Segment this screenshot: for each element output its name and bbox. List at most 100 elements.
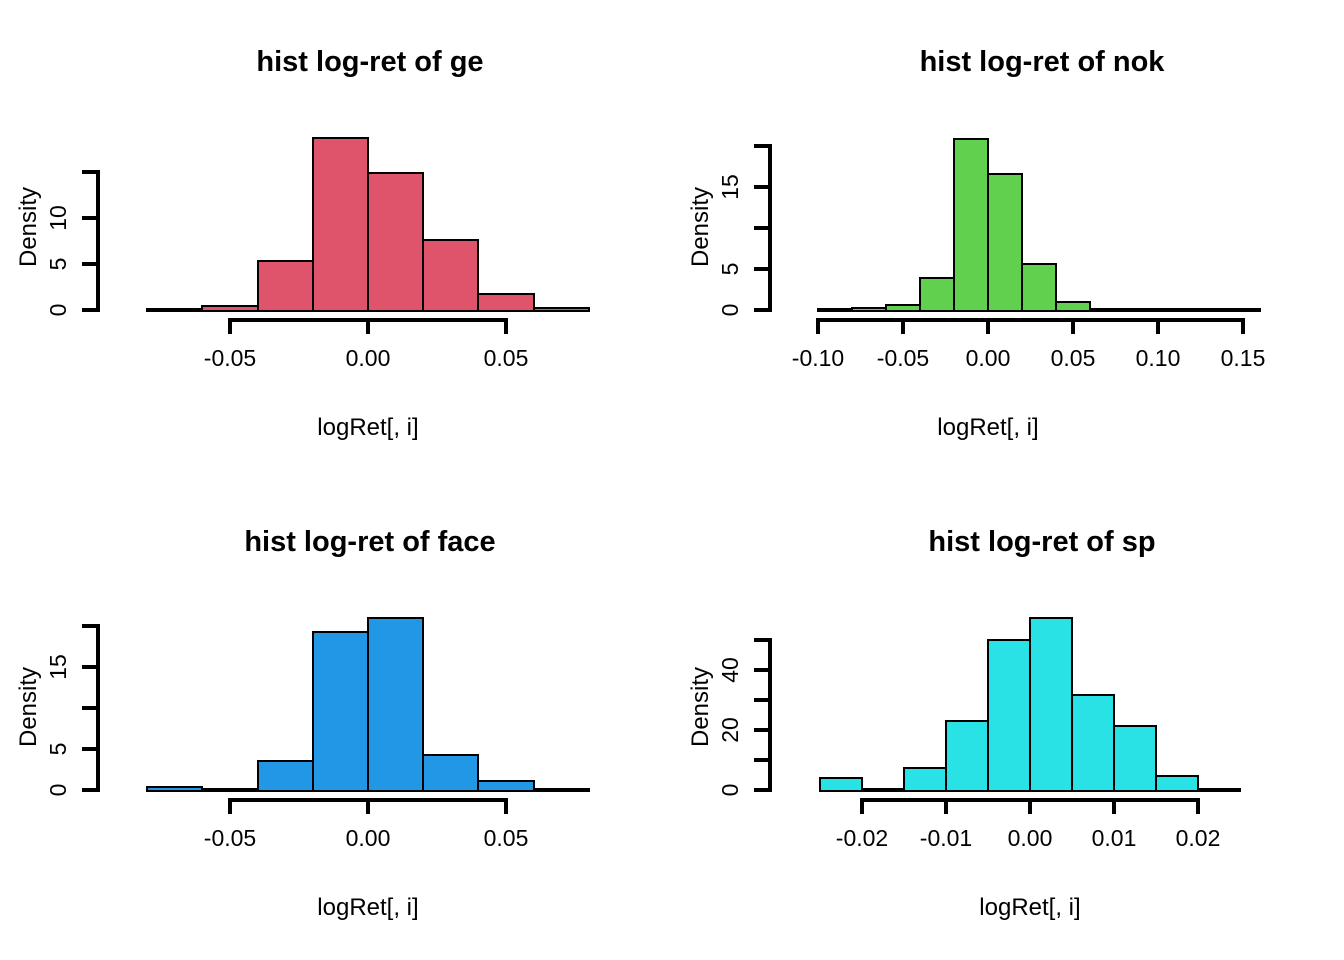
histogram-bar <box>817 308 853 312</box>
histogram-panel-nok: hist log-ret of nok Density logRet[, i] … <box>672 0 1344 480</box>
chart-title: hist log-ret of ge <box>256 46 484 78</box>
x-axis-tick <box>1028 798 1032 814</box>
y-axis-tick <box>754 788 769 792</box>
histogram-bar <box>1225 308 1261 312</box>
x-axis-tick-label: 0.02 <box>1175 825 1221 851</box>
x-axis-tick-label: 0.00 <box>345 345 391 371</box>
histogram-bar <box>885 304 921 312</box>
x-axis-tick-label: -0.01 <box>919 825 973 851</box>
y-axis-tick <box>754 185 769 189</box>
histogram-bar <box>1113 725 1157 792</box>
x-axis-tick <box>1241 318 1245 334</box>
x-axis-tick <box>228 318 232 334</box>
histogram-bar <box>1029 617 1073 792</box>
x-axis-tick <box>1071 318 1075 334</box>
x-axis-tick-label: 0.00 <box>1007 825 1053 851</box>
histogram-bar <box>1071 694 1115 792</box>
chart-title: hist log-ret of face <box>244 526 496 558</box>
x-axis-tick <box>504 318 508 334</box>
x-axis-tick <box>1196 798 1200 814</box>
y-axis-tick-label: 40 <box>717 657 743 683</box>
x-axis-tick-label: 0.05 <box>483 345 529 371</box>
x-axis-tick <box>504 798 508 814</box>
y-axis-tick-label: 20 <box>717 717 743 743</box>
histogram-bar <box>987 173 1023 312</box>
histogram-bar <box>367 172 425 312</box>
y-axis-tick <box>82 623 97 628</box>
histogram-bar <box>861 788 905 792</box>
x-axis-tick-label: -0.05 <box>876 345 930 371</box>
histogram-bar <box>146 786 204 792</box>
y-axis-tick-label: 15 <box>717 174 743 200</box>
x-axis-tick <box>366 318 370 334</box>
chart-title: hist log-ret of sp <box>928 526 1156 558</box>
y-axis-line <box>768 144 772 312</box>
y-axis-tick-label: 15 <box>45 653 71 680</box>
x-axis-tick <box>816 318 820 334</box>
y-axis-tick <box>82 705 97 710</box>
x-axis-tick <box>228 798 232 814</box>
histogram-bar <box>201 788 259 792</box>
histogram-bar <box>422 754 480 792</box>
x-axis-tick-label: 0.01 <box>1091 825 1137 851</box>
y-axis-tick <box>754 728 769 732</box>
histogram-bar <box>422 239 480 312</box>
y-axis-tick <box>82 170 97 174</box>
y-axis-line <box>96 623 100 792</box>
histogram-bar <box>311 631 369 792</box>
x-axis-tick-label: -0.02 <box>835 825 889 851</box>
x-axis-tick-label: 0.05 <box>1050 345 1096 371</box>
histogram-bar <box>919 277 955 312</box>
x-axis-tick <box>860 798 864 814</box>
y-axis-tick <box>82 308 97 312</box>
histogram-bar <box>256 760 314 792</box>
histogram-bar <box>1155 775 1199 792</box>
histogram-bar <box>903 767 947 792</box>
y-axis-tick <box>754 638 769 642</box>
x-axis-tick-label: 0.15 <box>1220 345 1266 371</box>
y-axis-tick <box>82 216 97 220</box>
y-axis-tick-label: 0 <box>717 783 743 797</box>
y-axis-label: Density <box>15 666 42 748</box>
histogram-bar <box>367 617 425 792</box>
histogram-bar <box>953 138 989 312</box>
x-axis-tick <box>1156 318 1160 334</box>
histogram-bar <box>1123 308 1159 312</box>
histogram-bar <box>1055 301 1091 312</box>
y-axis-tick <box>82 664 97 669</box>
x-axis-tick <box>986 318 990 334</box>
histogram-bar <box>1197 788 1241 792</box>
chart-title: hist log-ret of nok <box>919 46 1165 78</box>
histogram-bar <box>851 307 887 312</box>
y-axis-tick-label: 5 <box>45 742 71 756</box>
histogram-bar <box>945 720 989 792</box>
x-axis-label: logRet[, i] <box>979 894 1081 921</box>
x-axis-label: logRet[, i] <box>317 894 419 921</box>
y-axis-tick <box>754 267 769 271</box>
histogram-bar <box>532 788 590 792</box>
x-axis-line <box>816 318 1245 322</box>
x-axis-label: logRet[, i] <box>317 414 419 441</box>
x-axis-tick <box>366 798 370 814</box>
y-axis-line <box>96 170 100 312</box>
histogram-bar <box>311 137 369 312</box>
histogram-bar <box>477 780 535 792</box>
y-axis-tick-label: 10 <box>45 205 71 231</box>
x-axis-tick <box>901 318 905 334</box>
x-axis-tick-label: 0.05 <box>483 825 529 851</box>
x-axis-tick-label: -0.10 <box>791 345 845 371</box>
y-axis-tick <box>82 788 97 792</box>
x-axis-tick-label: -0.05 <box>203 345 257 371</box>
histogram-bar <box>532 307 590 312</box>
y-axis-tick <box>82 262 97 266</box>
y-axis-label: Density <box>687 186 714 268</box>
histogram-bar <box>201 305 259 312</box>
histogram-bar <box>146 308 204 312</box>
y-axis-line <box>768 638 772 792</box>
histogram-bar <box>1157 308 1193 312</box>
y-axis-label: Density <box>15 186 42 268</box>
histogram-panel-ge: hist log-ret of ge Density logRet[, i] 0… <box>0 0 672 480</box>
histogram-panel-sp: hist log-ret of sp Density logRet[, i] 0… <box>672 480 1344 960</box>
x-axis-tick-label: 0.10 <box>1135 345 1181 371</box>
